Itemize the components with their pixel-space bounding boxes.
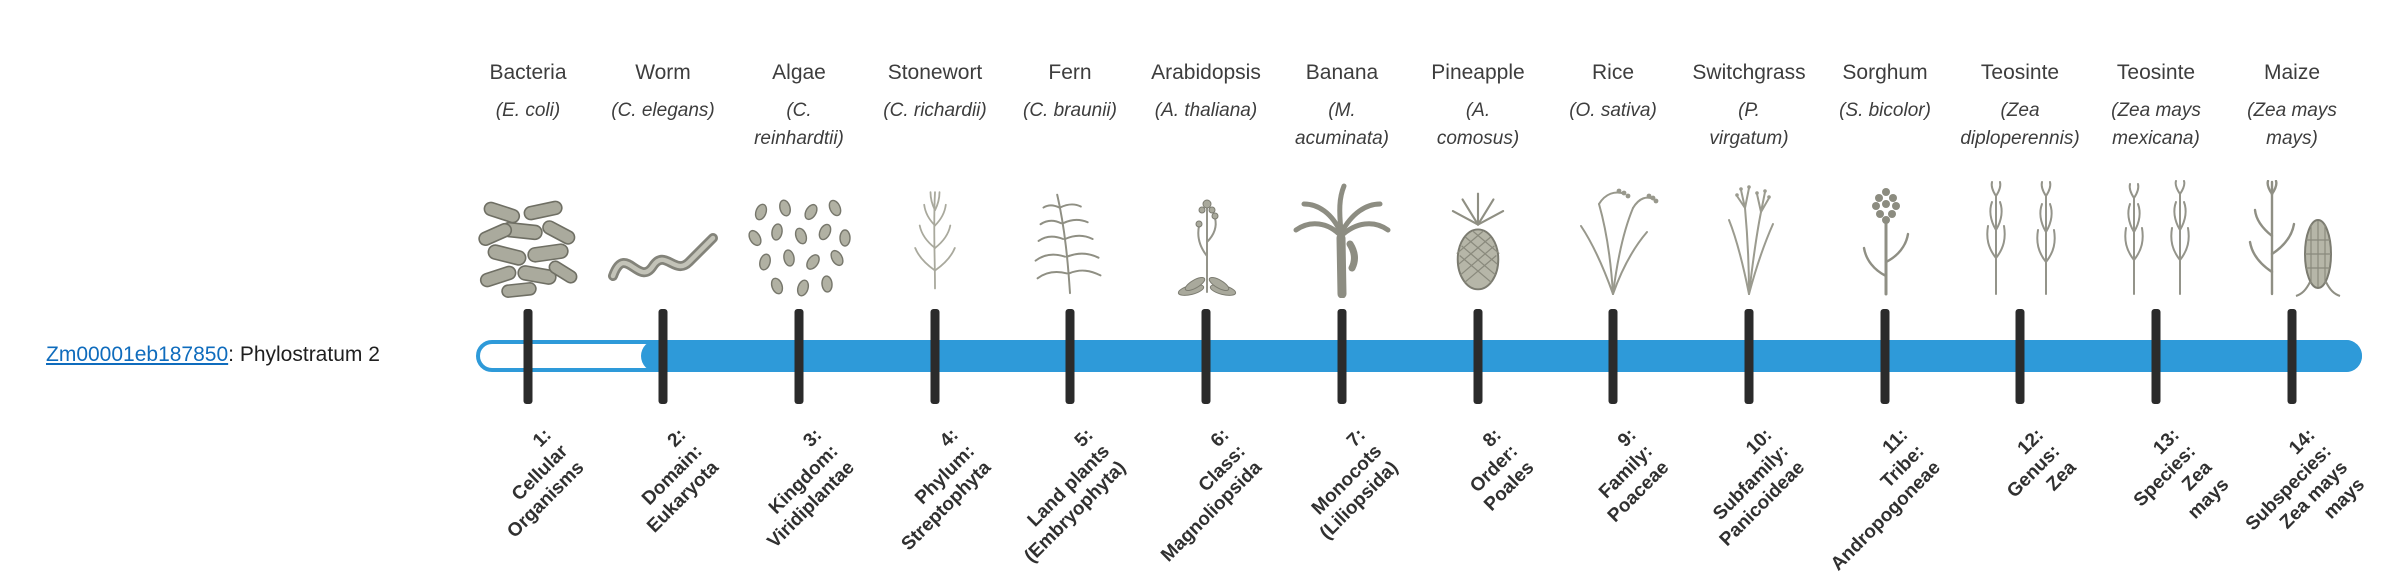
organism-scientific-name: (C. reinhardtii) [754,100,844,149]
stratum-tick-10 [1744,309,1754,404]
organism-column-arabidopsis: Arabidopsis (A. thaliana) [1131,60,1281,298]
teosinte-icon [1945,155,2095,298]
maize-icon [2217,155,2367,298]
organism-common-name: Bacteria [489,61,567,84]
stratum-label-6: 6: Class: Magnoliopsida [1157,424,1267,567]
stratum-label-8: 8: Order: Poales [1466,424,1539,516]
organism-column-stonewort: Stonewort (C. richardii) [860,60,1010,298]
organism-common-name: Worm [635,61,691,84]
stratum-label-3: 3: Kingdom: Viridiplantae [764,424,860,553]
organism-column-algae: Algae (C. reinhardtii) [724,60,874,298]
organism-scientific-name: (M. acuminata) [1295,100,1389,149]
stratum-tick-9 [1608,309,1618,404]
organism-common-name: Fern [1048,61,1092,84]
organism-scientific-name: (A. comosus) [1436,100,1520,149]
stratum-tick-11 [1880,309,1890,404]
stratum-label-12: 12: Genus: Zea [2002,424,2081,503]
organism-common-name: Sorghum [1842,61,1928,84]
organism-column-banana: Banana (M. acuminata) [1267,60,1417,299]
organism-column-sorghum: Sorghum (S. bicolor) [1810,60,1960,298]
stratum-tick-1 [523,309,533,404]
gene-phylostratum-text: : Phylostratum 2 [228,343,380,366]
organism-scientific-name: (A. thaliana) [1154,100,1258,122]
organism-scientific-name: (O. sativa) [1569,100,1657,122]
organism-column-switchgrass: Switchgrass (P. virgatum) [1674,60,1824,298]
stratum-label-13: 13: Species: Zea mays [2129,424,2233,524]
organism-common-name: Teosinte [1980,61,2060,84]
stratum-label-7: 7: Monocots (Liliopsida) [1307,424,1403,544]
organism-column-maize: Maize (Zea mays mays) [2217,60,2367,298]
stratum-tick-13 [2151,309,2161,404]
organism-common-name: Pineapple [1431,61,1525,84]
stratum-label-4: 4: Phylum: Streptophyta [897,424,996,556]
gene-label: Zm00001eb187850: Phylostratum 2 [46,343,380,367]
fern-icon [995,155,1145,298]
organism-common-name: Banana [1305,61,1379,84]
stratum-tick-5 [1065,309,1075,404]
stratum-tick-14 [2287,309,2297,404]
phylostratum-bar-filled [641,340,2362,372]
stratum-label-9: 9: Family: Poaceae [1595,424,1674,527]
stratum-tick-8 [1473,309,1483,404]
rice-icon [1538,155,1688,298]
organism-common-name: Maize [2263,61,2321,84]
organism-scientific-name: (P. virgatum) [1709,100,1789,149]
switchgrass-icon [1674,155,1824,298]
stratum-label-10: 10: Subfamily: Panicoideae [1709,424,1810,551]
organism-common-name: Teosinte [2116,61,2196,84]
organism-common-name: Arabidopsis [1151,61,1261,84]
organism-column-worm: Worm (C. elegans) [588,60,738,298]
organism-column-teosinte-mexicana: Teosinte (Zea mays mexicana) [2081,60,2231,298]
stratum-label-1: 1: Cellular Organisms [503,424,589,543]
organism-scientific-name: (S. bicolor) [1839,100,1931,122]
bacteria-icon [453,155,603,299]
arabidopsis-icon [1131,155,1281,298]
pineapple-icon [1403,155,1553,298]
organism-scientific-name: (Zea mays mays) [2247,100,2337,149]
worm-icon [588,155,738,298]
stratum-label-2: 2: Domain: Eukaryota [638,424,724,538]
sorghum-icon [1810,155,1960,298]
organism-column-fern: Fern (C. braunii) [995,60,1145,298]
stratum-label-14: 14: Subspecies: Zea mays mays [2241,424,2369,536]
organism-scientific-name: (Zea diploperennis) [1960,100,2080,149]
stratum-tick-3 [794,309,804,404]
organism-common-name: Stonewort [887,61,983,84]
organism-common-name: Switchgrass [1692,61,1806,84]
organism-column-rice: Rice (O. sativa) [1538,60,1688,298]
organism-common-name: Rice [1591,61,1634,84]
organism-column-bacteria: Bacteria (E. coli) [453,60,603,299]
stratum-tick-7 [1337,309,1347,404]
organism-common-name: Algae [772,61,826,84]
stonewort-icon [860,155,1010,298]
organism-scientific-name: (Zea mays mexicana) [2111,100,2201,149]
stratum-tick-4 [930,309,940,404]
organism-column-teosinte-diploperennis: Teosinte (Zea diploperennis) [1945,60,2095,298]
stratum-label-5: 5: Land plants (Embryophyta) [1020,424,1131,568]
organism-scientific-name: (C. elegans) [611,100,715,122]
organism-scientific-name: (E. coli) [495,100,561,122]
stratum-tick-12 [2015,309,2025,404]
stratum-tick-6 [1201,309,1211,404]
teosinte-icon [2081,155,2231,298]
organism-scientific-name: (C. braunii) [1023,100,1117,122]
organism-scientific-name: (C. richardii) [883,100,987,122]
stratum-tick-2 [658,309,668,404]
stratum-label-11: 11: Tribe: Andropogoneae [1827,424,1946,576]
algae-icon [724,155,874,298]
gene-id-link[interactable]: Zm00001eb187850 [46,343,229,366]
banana-icon [1267,155,1417,299]
organism-column-pineapple: Pineapple (A. comosus) [1403,60,1553,298]
